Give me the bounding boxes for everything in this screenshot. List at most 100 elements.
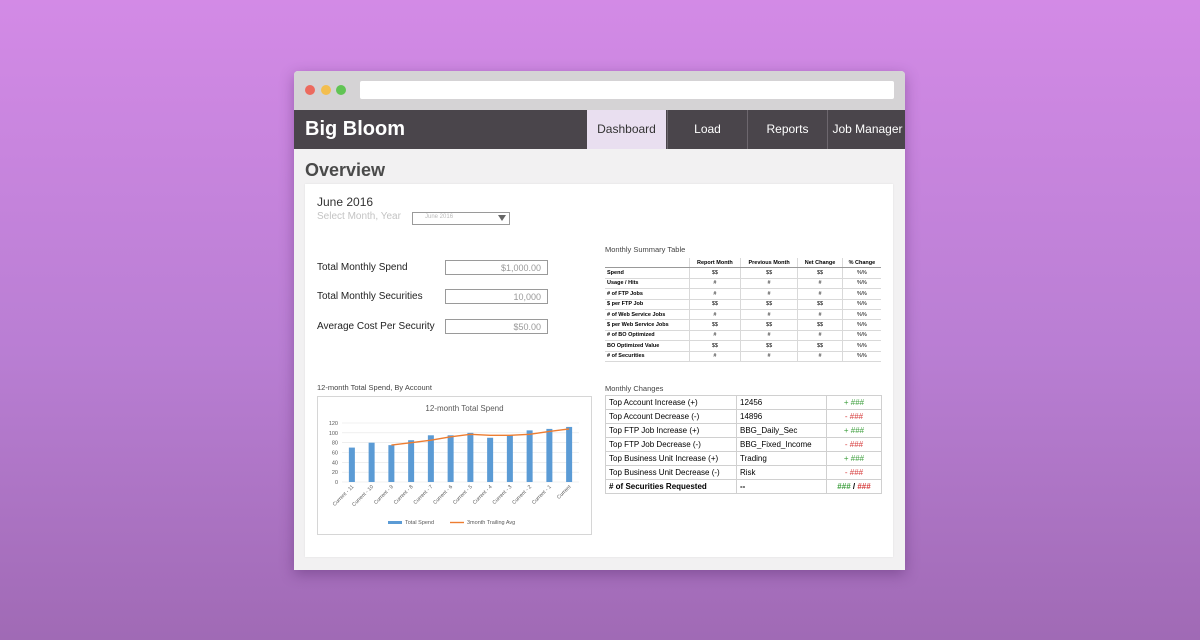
overview-card: June 2016 Select Month, Year June 2016 T… (305, 184, 893, 557)
bar (487, 437, 494, 482)
summary-row: # of BO Optimized # # #%% (605, 330, 881, 342)
summary-cell: $$ (797, 319, 843, 331)
changes-table: Top Account Increase (+) 12456 + ### Top Ac… (605, 395, 882, 494)
summary-cell: # (797, 351, 843, 362)
summary-cell: $$ (689, 299, 741, 310)
tab-dashboard[interactable]: Dashboard (587, 110, 666, 149)
trailing-avg-line (391, 428, 570, 446)
changes-row-delta: + ### (826, 423, 882, 438)
delta-positive: ### (837, 482, 851, 491)
changes-row-delta: + ### (826, 451, 882, 466)
brand-logo: Big Bloom (305, 118, 405, 140)
summary-cell: $$ (689, 267, 741, 279)
x-tick-label: Current (556, 484, 573, 501)
page-title: Overview (305, 160, 386, 180)
x-tick-label: Current - 9 (373, 484, 395, 506)
summary-cell: # (797, 309, 843, 321)
avg-cost-field[interactable] (445, 319, 548, 334)
bar (506, 435, 513, 482)
summary-table: Report Month Previous Month Net Change %… (605, 258, 881, 362)
spend-chart: 12-month Total Spend 0 20 40 60 80 100 120 Curre… (329, 404, 579, 526)
tab-reports[interactable]: Reports (747, 110, 827, 149)
chart-title: 12-month Total Spend (425, 404, 503, 413)
legend-swatch-total-spend (388, 521, 402, 524)
summary-row: # of FTP Jobs # # #%% (605, 288, 881, 300)
summary-table-title: Monthly Summary Table (605, 245, 686, 254)
summary-cell: %% (841, 267, 881, 279)
changes-table-title: Monthly Changes (605, 384, 664, 393)
y-tick-label: 100 (329, 431, 338, 437)
period-title: June 2016 (317, 195, 374, 209)
summary-row-label: $ per Web Service Jobs (605, 319, 690, 331)
summary-cell: # (739, 288, 798, 300)
minimize-window-button[interactable] (321, 85, 331, 95)
summary-row-label: $ per FTP Job (605, 299, 690, 310)
summary-cell: # (739, 330, 798, 342)
tab-job-manager[interactable]: Job Manager (827, 110, 905, 149)
summary-row: Usage / Hits # # #%% (605, 278, 881, 290)
summary-cell: $$ (797, 340, 843, 352)
total-securities-field[interactable] (445, 289, 548, 304)
bar (546, 428, 553, 482)
summary-row-label: # of BO Optimized (605, 330, 690, 342)
maximize-window-button[interactable] (336, 85, 346, 95)
close-window-button[interactable] (305, 85, 315, 95)
bar (388, 445, 395, 482)
summary-cell: # (739, 278, 798, 290)
summary-row: $ per FTP Job $$ $$ $$%% (605, 299, 881, 310)
summary-cell: %% (841, 340, 881, 352)
metric-label-total-securities: Total Monthly Securities (317, 291, 423, 302)
changes-row-delta: - ### (826, 409, 882, 424)
legend-label-trailing-avg: 3month Trailing Avg (467, 520, 515, 526)
summary-cell: $$ (797, 299, 843, 310)
summary-header-cell: Previous Month (739, 258, 798, 269)
x-tick-label: Current - 5 (452, 484, 474, 506)
changes-row-delta: - ### (826, 437, 882, 452)
delta-separator: / (850, 482, 858, 491)
y-tick-label: 80 (332, 441, 338, 447)
x-tick-label: Current - 6 (432, 484, 454, 506)
x-tick-label: Current - 7 (413, 484, 435, 506)
bar (427, 435, 434, 482)
bar (348, 447, 355, 482)
month-year-select[interactable]: June 2016 (412, 212, 510, 225)
summary-cell: # (739, 309, 798, 321)
summary-row-label: # of Web Service Jobs (605, 309, 690, 321)
bar (467, 432, 474, 482)
changes-row-value: 14896 (736, 409, 827, 424)
summary-cell: $$ (739, 319, 798, 331)
changes-row-delta: - ### (826, 465, 882, 480)
metric-label-avg-cost: Average Cost Per Security (317, 321, 435, 332)
changes-row-value: Risk (736, 465, 827, 480)
changes-row-label: Top FTP Job Decrease (-) (605, 437, 737, 452)
changes-row-value: BBG_Daily_Sec (736, 423, 827, 438)
bar (526, 430, 533, 482)
summary-row-label: # of Securities (605, 351, 690, 362)
changes-row-label: Top Business Unit Decrease (-) (605, 465, 737, 480)
y-tick-label: 20 (332, 470, 338, 476)
changes-row: Top Business Unit Increase (+) Trading + #… (605, 451, 882, 466)
summary-header-cell: % Change (841, 258, 881, 269)
y-tick-label: 120 (329, 421, 338, 427)
summary-cell: %% (841, 309, 881, 321)
total-spend-field[interactable] (445, 260, 548, 275)
changes-row-label: Top Account Increase (+) (605, 395, 737, 410)
x-tick-label: Current - 3 (492, 484, 514, 506)
summary-cell: # (797, 288, 843, 300)
summary-cell: %% (841, 319, 881, 331)
browser-window: Big Bloom Dashboard Load Reports Job Man… (294, 71, 905, 570)
tab-load[interactable]: Load (667, 110, 747, 149)
changes-row-securities-requested: # of Securities Requested -- ### / ### (605, 479, 882, 494)
y-tick-label: 60 (332, 451, 338, 457)
summary-cell: $$ (689, 319, 741, 331)
x-tick-label: Current - 8 (393, 484, 415, 506)
summary-cell: %% (841, 330, 881, 342)
changes-row-delta: ### / ### (826, 479, 882, 494)
bar (447, 435, 454, 482)
x-tick-label: Current - 1 (531, 484, 553, 506)
spend-chart-container: 12-month Total Spend 0 20 40 60 80 100 120 Curre… (317, 396, 592, 535)
address-bar[interactable] (360, 81, 894, 99)
summary-row: BO Optimized Value $$ $$ $$%% (605, 340, 881, 352)
summary-row: # of Securities # # #%% (605, 351, 881, 362)
summary-cell: # (739, 351, 798, 362)
